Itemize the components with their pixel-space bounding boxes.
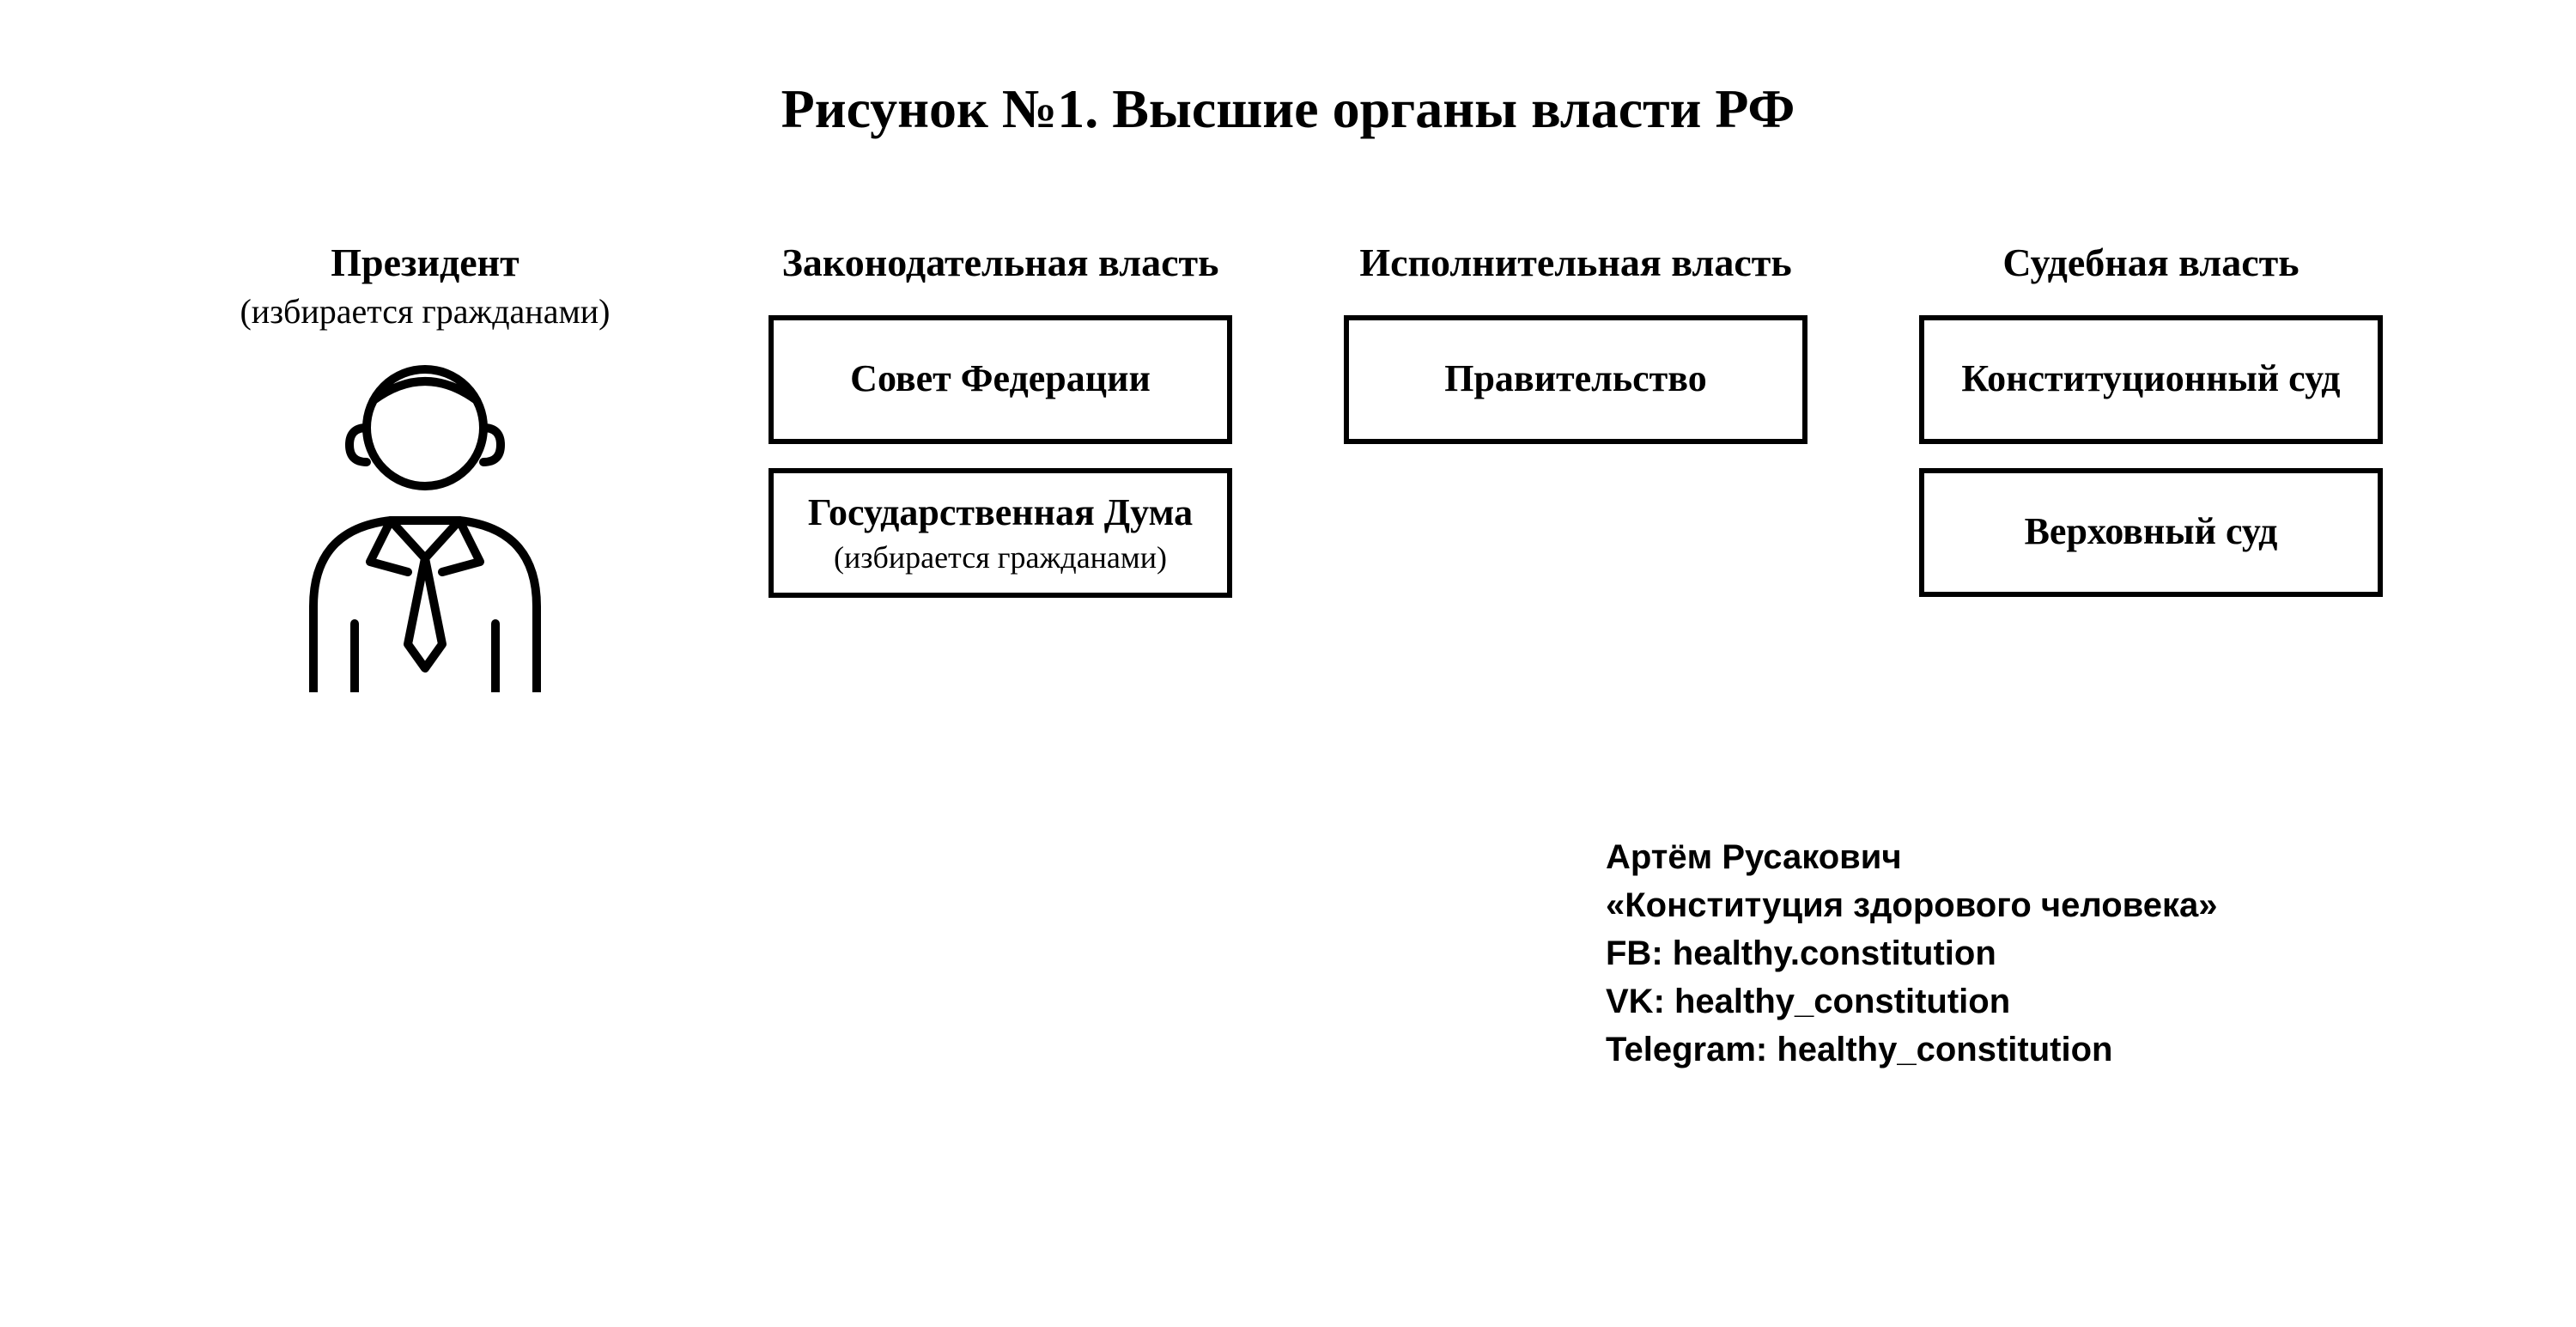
column-executive: Исполнительная власть Правительство: [1305, 240, 1846, 697]
person-tie-icon: [279, 349, 571, 697]
columns-container: Президент (избирается гражданами): [155, 240, 2421, 697]
credit-line: «Конституция здорового человека»: [1606, 881, 2218, 929]
box-state-duma: Государственная Дума (избирается граждан…: [769, 468, 1232, 598]
boxes: Конституционный суд Верховный суд: [1880, 315, 2421, 597]
column-president: Президент (избирается гражданами): [155, 240, 696, 697]
column-legislative: Законодательная власть Совет Федерации Г…: [730, 240, 1271, 697]
column-judicial: Судебная власть Конституционный суд Верх…: [1880, 240, 2421, 697]
boxes: Правительство: [1305, 315, 1846, 444]
column-header: Законодательная власть: [782, 240, 1219, 286]
credit-line: VK: healthy_constitution: [1606, 977, 2218, 1026]
box-title: Правительство: [1444, 356, 1707, 402]
box-title: Конституционный суд: [1961, 356, 2340, 402]
credits-block: Артём Русакович «Конституция здорового ч…: [1606, 833, 2218, 1074]
diagram-title: Рисунок №1. Высшие органы власти РФ: [0, 77, 2576, 141]
column-header: Судебная власть: [2002, 240, 2299, 286]
credit-line: Telegram: healthy_constitution: [1606, 1026, 2218, 1074]
box-government: Правительство: [1344, 315, 1807, 444]
column-subheader: (избирается гражданами): [240, 291, 610, 332]
box-sub: (избирается гражданами): [834, 539, 1167, 575]
credit-line: FB: healthy.constitution: [1606, 929, 2218, 977]
box-title: Совет Федерации: [850, 356, 1151, 402]
box-federation-council: Совет Федерации: [769, 315, 1232, 444]
box-constitutional-court: Конституционный суд: [1919, 315, 2383, 444]
box-title: Государственная Дума: [808, 490, 1193, 536]
box-supreme-court: Верховный суд: [1919, 468, 2383, 597]
credit-line: Артём Русакович: [1606, 833, 2218, 881]
column-header: Исполнительная власть: [1359, 240, 1791, 286]
column-header: Президент: [331, 240, 519, 286]
box-title: Верховный суд: [2025, 509, 2278, 555]
boxes: Совет Федерации Государственная Дума (из…: [730, 315, 1271, 598]
